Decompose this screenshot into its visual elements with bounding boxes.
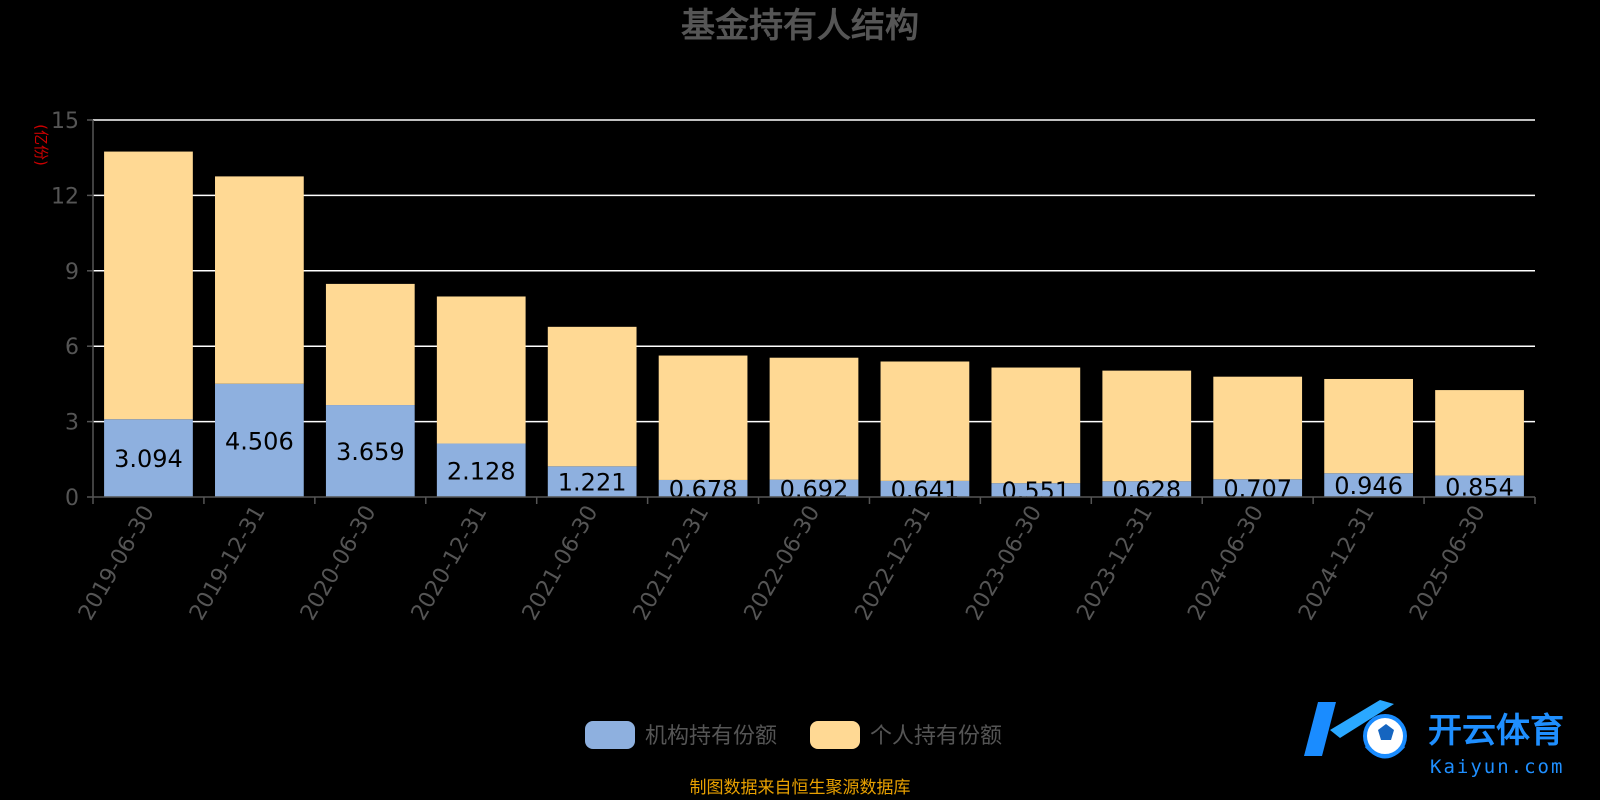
x-tick-label: 2021-12-31 (629, 502, 715, 625)
source-note: 制图数据来自恒生聚源数据库 (690, 778, 911, 798)
bar-institutional[interactable] (769, 479, 859, 497)
bar-individual[interactable] (1324, 378, 1413, 474)
bar-institutional[interactable] (215, 383, 304, 497)
bar-institutional[interactable] (104, 419, 193, 497)
bar-individual[interactable] (547, 326, 637, 467)
kaiyun-logo-mark (1304, 700, 1407, 759)
x-tick-label: 2024-06-30 (1183, 502, 1269, 625)
bar-data-label: 3.094 (114, 445, 183, 473)
bar-individual[interactable] (104, 151, 193, 420)
legend[interactable]: 机构持有份额 个人持有份额 (585, 721, 1002, 749)
bar-data-label: 0.641 (891, 476, 960, 504)
bar-institutional[interactable] (1324, 473, 1413, 497)
bar-institutional[interactable] (325, 405, 415, 497)
bar-individual[interactable] (325, 283, 415, 406)
y-tick-label: 3 (65, 411, 79, 436)
bar-individual[interactable] (880, 361, 970, 481)
x-tick-label: 2023-12-31 (1072, 502, 1158, 625)
bar-institutional[interactable] (1213, 479, 1303, 497)
legend-item-institutional[interactable]: 机构持有份额 (585, 721, 777, 749)
y-tick-label: 6 (65, 335, 79, 360)
bar-data-label: 2.128 (447, 457, 516, 485)
bar-data-label: 1.221 (558, 469, 627, 497)
bar-individual[interactable] (991, 367, 1081, 484)
bar-data-label: 0.946 (1334, 472, 1403, 500)
kaiyun-brand-text: 开云体育 (1428, 711, 1564, 751)
bar-data-label: 0.692 (780, 475, 849, 503)
bar-institutional[interactable] (1435, 475, 1524, 497)
y-tick-label: 15 (51, 109, 79, 134)
y-tick-label: 12 (51, 184, 79, 209)
bars (104, 151, 1524, 497)
bar-data-label: 0.551 (1001, 477, 1070, 505)
legend-label: 个人持有份额 (870, 724, 1002, 749)
bar-data-label: 4.506 (225, 427, 294, 455)
x-tick-label: 2020-06-30 (296, 502, 382, 625)
x-tick-label: 2020-12-31 (407, 502, 493, 625)
x-tick-label: 2021-06-30 (518, 502, 604, 625)
bar-institutional[interactable] (658, 479, 748, 497)
bar-institutional[interactable] (436, 443, 526, 497)
kaiyun-logo: 开云体育 Kaiyun.com (1304, 700, 1564, 778)
bar-individual[interactable] (1102, 370, 1192, 482)
x-tick-label: 2025-06-30 (1405, 502, 1491, 625)
bar-data-label: 0.628 (1112, 476, 1181, 504)
kaiyun-brand-url: Kaiyun.com (1430, 756, 1564, 778)
bar-individual[interactable] (1213, 376, 1303, 480)
y-tick-label: 9 (65, 260, 79, 285)
x-tick-label: 2019-12-31 (185, 502, 271, 625)
y-tick-label: 0 (65, 486, 79, 511)
legend-label: 机构持有份额 (645, 724, 777, 749)
x-tick-label: 2023-06-30 (961, 502, 1047, 625)
bar-individual[interactable] (436, 296, 526, 444)
bar-institutional[interactable] (1102, 481, 1192, 497)
x-tick-label: 2022-12-31 (851, 502, 937, 625)
bar-data-label: 0.707 (1223, 475, 1292, 503)
bar-individual[interactable] (215, 176, 304, 384)
x-tick-label: 2022-06-30 (740, 502, 826, 625)
x-tick-label: 2019-06-30 (74, 502, 160, 625)
bar-data-label: 0.678 (669, 475, 738, 503)
x-tick-label: 2024-12-31 (1294, 502, 1380, 625)
legend-swatch (810, 721, 860, 749)
bar-institutional[interactable] (547, 466, 637, 497)
legend-swatch (585, 721, 635, 749)
chart-title: 基金持有人结构 (681, 6, 919, 46)
y-axis-label: (亿份) (32, 124, 50, 166)
bar-individual[interactable] (1435, 390, 1524, 476)
legend-item-individual[interactable]: 个人持有份额 (810, 721, 1002, 749)
bar-individual[interactable] (769, 357, 859, 480)
bar-individual[interactable] (658, 355, 748, 480)
bar-data-label: 3.659 (336, 438, 405, 466)
bar-institutional[interactable] (880, 480, 970, 497)
bar-institutional[interactable] (991, 483, 1081, 497)
